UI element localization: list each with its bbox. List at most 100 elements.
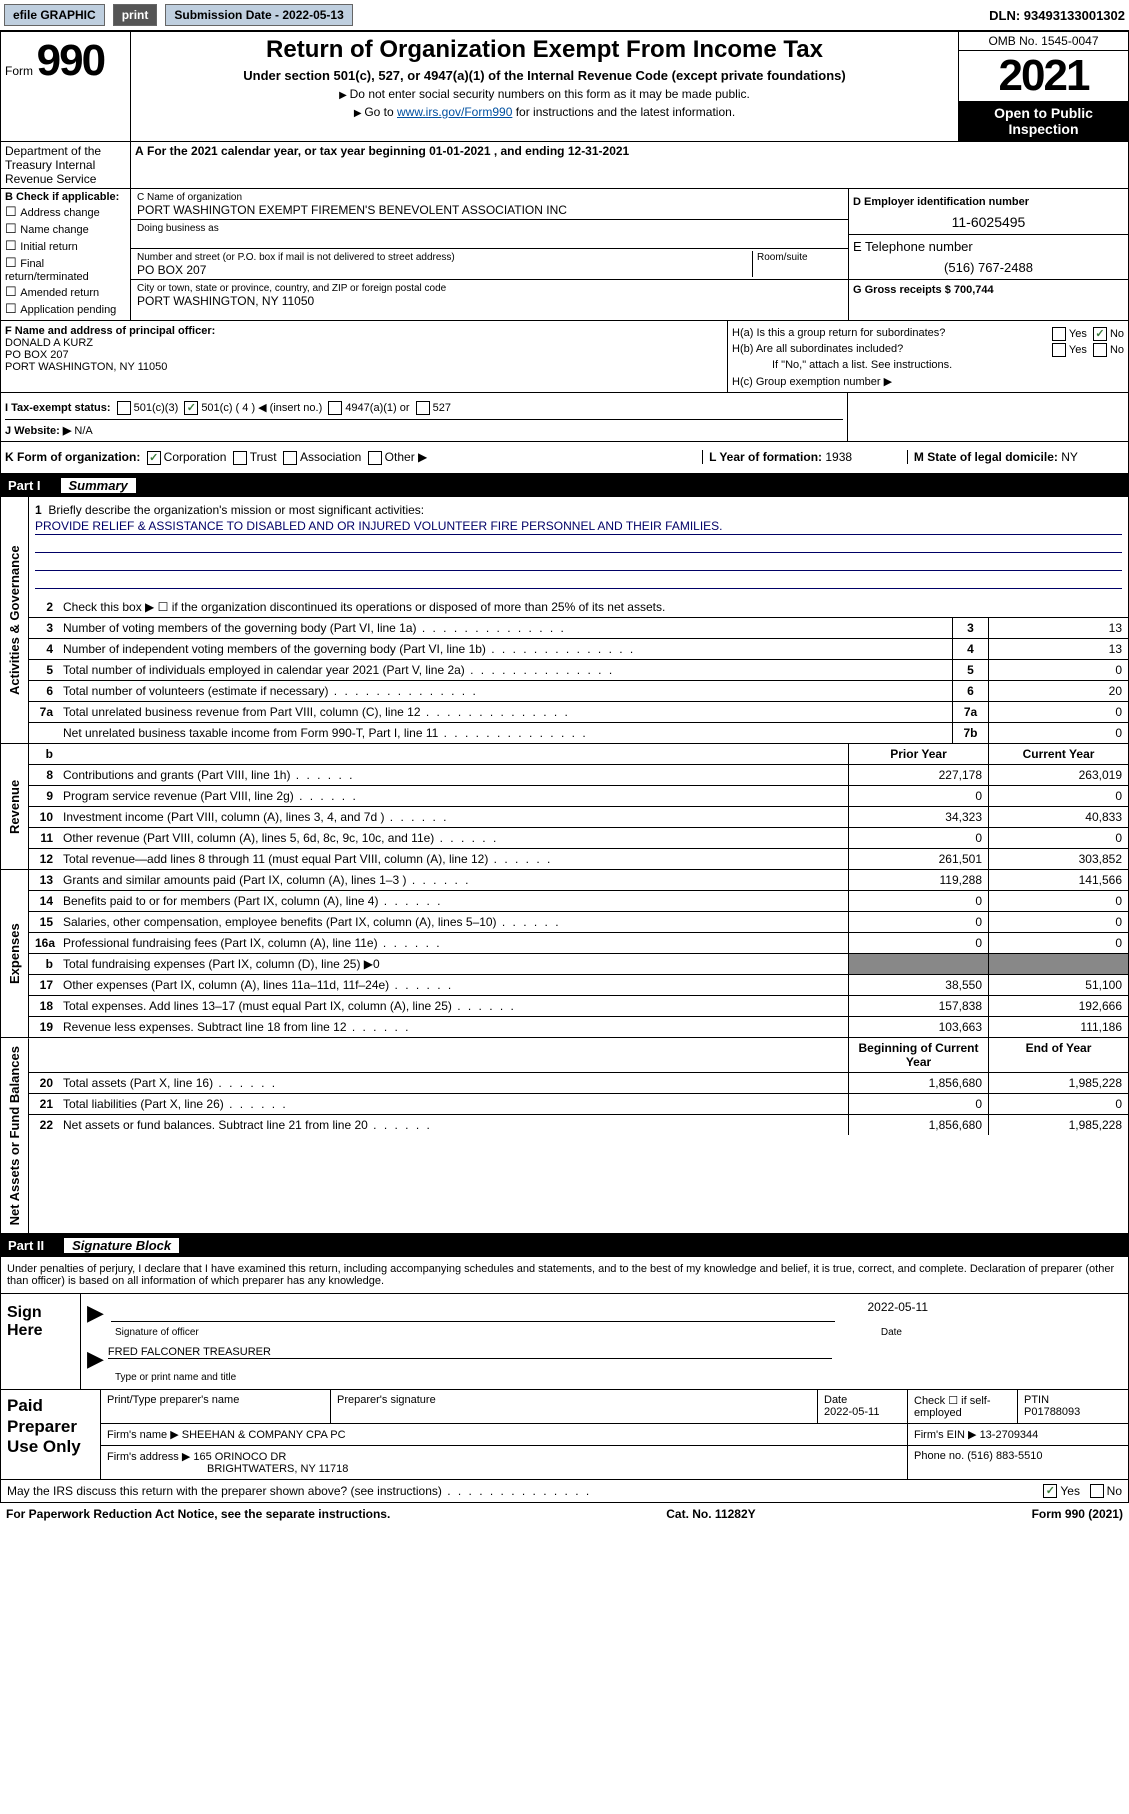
- chk-amended[interactable]: Amended return: [5, 284, 126, 300]
- na-section: Net Assets or Fund Balances Beginning of…: [0, 1038, 1129, 1234]
- py-hdr: Prior Year: [848, 744, 988, 764]
- na-hdr: Beginning of Current YearEnd of Year: [29, 1038, 1128, 1073]
- row-ij: I Tax-exempt status: 501(c)(3) 501(c) ( …: [0, 393, 1129, 442]
- fph-lbl: Phone no.: [914, 1450, 964, 1462]
- sig-body: 2022-05-11 ▶ Signature of officerDate ▶F…: [81, 1294, 1128, 1389]
- sig-date: 2022-05-11: [868, 1300, 929, 1314]
- i-lbl: I Tax-exempt status:: [5, 402, 111, 414]
- hb-yes[interactable]: [1052, 343, 1066, 357]
- period-text: For the 2021 calendar year, or tax year …: [147, 144, 629, 158]
- col-b: B Check if applicable: Address change Na…: [1, 189, 131, 320]
- bcy-hdr: Beginning of Current Year: [848, 1038, 988, 1072]
- o-501c: 501(c) ( 4 ) ◀ (insert no.): [201, 402, 322, 414]
- name-title-lbl: Type or print name and title: [115, 1372, 1122, 1383]
- form-990: 990: [37, 36, 104, 85]
- org-name: PORT WASHINGTON EXEMPT FIREMEN'S BENEVOL…: [137, 203, 567, 217]
- chk-pending[interactable]: Application pending: [5, 301, 126, 317]
- paperwork: For Paperwork Reduction Act Notice, see …: [6, 1507, 390, 1521]
- block-abcdefg: B Check if applicable: Address change Na…: [0, 189, 1129, 321]
- sig-arrow1: ▶: [87, 1300, 104, 1326]
- vtab-rev: Revenue: [1, 744, 29, 869]
- cb-other[interactable]: [368, 451, 382, 465]
- m-num: 1: [35, 503, 42, 517]
- vtab-gov: Activities & Governance: [1, 497, 29, 743]
- hc-lbl: H(c) Group exemption number ▶: [732, 375, 1124, 388]
- part1-header: Part I Summary: [0, 474, 1129, 497]
- cb-assoc[interactable]: [283, 451, 297, 465]
- spacer: b: [29, 744, 59, 764]
- ph3: Date: [824, 1394, 847, 1406]
- chk-initial[interactable]: Initial return: [5, 238, 126, 254]
- ph5: PTIN: [1024, 1394, 1049, 1406]
- chk-address[interactable]: Address change: [5, 204, 126, 220]
- m-lbl: Briefly describe the organization's miss…: [48, 503, 424, 517]
- period: A For the 2021 calendar year, or tax yea…: [131, 142, 1128, 188]
- ha-yes[interactable]: [1052, 327, 1066, 341]
- print-button[interactable]: print: [113, 4, 158, 26]
- gov-section: Activities & Governance 1 Briefly descri…: [0, 497, 1129, 744]
- chk-name[interactable]: Name change: [5, 221, 126, 237]
- rev-hdr: bPrior YearCurrent Year: [29, 744, 1128, 765]
- hb-no[interactable]: [1093, 343, 1107, 357]
- signature-block: Under penalties of perjury, I declare th…: [0, 1257, 1129, 1480]
- chk-final[interactable]: Final return/terminated: [5, 255, 126, 283]
- m-txt: PROVIDE RELIEF & ASSISTANCE TO DISABLED …: [35, 519, 1122, 535]
- cb-corp[interactable]: [147, 451, 161, 465]
- omb-number: OMB No. 1545-0047: [959, 32, 1128, 51]
- cb-501c3[interactable]: [117, 401, 131, 415]
- l-lbl: L Year of formation:: [709, 450, 825, 464]
- ph2: Preparer's signature: [331, 1390, 818, 1423]
- j-website: J Website: ▶ N/A: [5, 419, 843, 437]
- mission-block: 1 Briefly describe the organization's mi…: [29, 497, 1128, 597]
- addr-lbl: Number and street (or P.O. box if mail i…: [137, 252, 455, 263]
- col-c: C Name of organizationPORT WASHINGTON EX…: [131, 189, 848, 320]
- f-lbl: F Name and address of principal officer:: [5, 325, 215, 337]
- fn: No: [1107, 1484, 1122, 1498]
- part2-num: Part II: [8, 1238, 44, 1253]
- exp-section: Expenses 13Grants and similar amounts pa…: [0, 870, 1129, 1038]
- part1-title: Summary: [61, 478, 136, 493]
- note-pre: Go to: [364, 105, 397, 119]
- l-val: 1938: [825, 450, 852, 464]
- spacer2: [59, 744, 848, 764]
- firm-row: Firm's name ▶ SHEEHAN & COMPANY CPA PC F…: [101, 1424, 1128, 1446]
- col-de: D Employer identification number11-60254…: [848, 189, 1128, 320]
- tel-val: (516) 767-2488: [853, 260, 1124, 275]
- no2: No: [1110, 344, 1124, 356]
- fein-lbl: Firm's EIN ▶: [914, 1429, 977, 1441]
- firm-lbl: Firm's name ▶: [107, 1429, 179, 1441]
- fph: (516) 883-5510: [967, 1450, 1042, 1462]
- part2-header: Part II Signature Block: [0, 1234, 1129, 1257]
- rev-section: Revenue bPrior YearCurrent Year 8Contrib…: [0, 744, 1129, 870]
- cb-4947[interactable]: [328, 401, 342, 415]
- discuss-no[interactable]: [1090, 1484, 1104, 1498]
- header-right: OMB No. 1545-0047 2021 Open to Public In…: [958, 32, 1128, 141]
- dln: DLN: 93493133001302: [989, 8, 1125, 23]
- m-line3: [35, 555, 1122, 571]
- vtab-na: Net Assets or Fund Balances: [1, 1038, 29, 1233]
- sp3: [29, 1038, 59, 1072]
- faddr2: BRIGHTWATERS, NY 11718: [207, 1463, 348, 1475]
- g-gross: G Gross receipts $ 700,744: [849, 280, 1128, 300]
- o-527: 527: [433, 402, 451, 414]
- e-tel: E Telephone number(516) 767-2488: [849, 235, 1128, 280]
- dba-lbl: Doing business as: [137, 223, 219, 234]
- firm-name: SHEEHAN & COMPANY CPA PC: [182, 1429, 346, 1441]
- faddr-lbl: Firm's address ▶: [107, 1451, 190, 1463]
- cb-trust[interactable]: [233, 451, 247, 465]
- cb-501c[interactable]: [184, 401, 198, 415]
- officer-lbl: Signature of officer: [115, 1327, 199, 1338]
- cb-527[interactable]: [416, 401, 430, 415]
- prep-hdr: Print/Type preparer's name Preparer's si…: [101, 1390, 1128, 1424]
- ha-no[interactable]: [1093, 327, 1107, 341]
- m-line2: [35, 537, 1122, 553]
- note-ssn: Do not enter social security numbers on …: [135, 87, 954, 101]
- j-val: N/A: [74, 425, 92, 437]
- row-fh: F Name and address of principal officer:…: [0, 321, 1129, 393]
- discuss-yes[interactable]: [1043, 1484, 1057, 1498]
- ph3v: 2022-05-11: [824, 1406, 879, 1418]
- sp4: [59, 1038, 848, 1072]
- cat-no: Cat. No. 11282Y: [666, 1507, 755, 1521]
- irs-link[interactable]: www.irs.gov/Form990: [397, 105, 512, 119]
- part2-title: Signature Block: [64, 1238, 179, 1253]
